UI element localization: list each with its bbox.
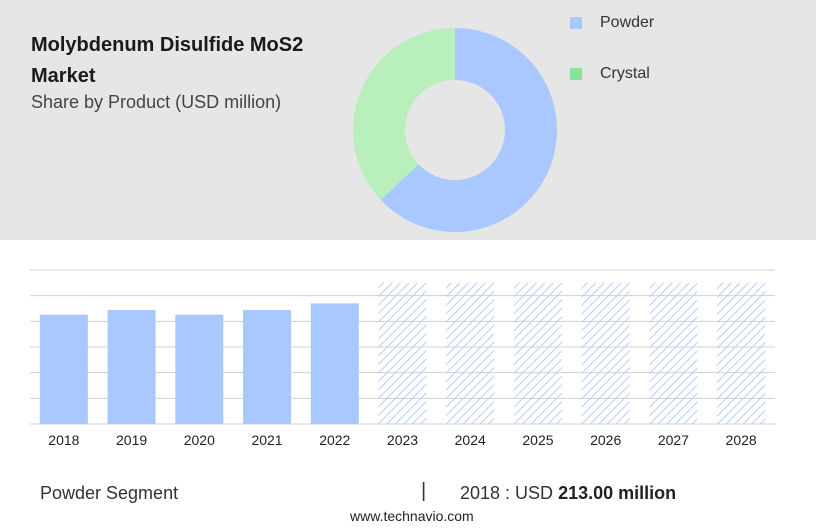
donut-slice-powder (380, 28, 557, 232)
forecast-bar-2026 (581, 282, 630, 424)
footer-divider: | (421, 480, 427, 502)
x-tick-label-2026: 2026 (590, 432, 621, 448)
bar-2021 (243, 310, 292, 424)
bar-2022 (310, 303, 359, 424)
legend-label-crystal: Crystal (600, 65, 650, 82)
source-link[interactable]: www.technavio.com (350, 508, 474, 524)
segment-name: Powder Segment (40, 483, 179, 503)
donut-slice-crystal (353, 28, 455, 200)
x-tick-label-2020: 2020 (184, 432, 215, 448)
forecast-bar-2025 (513, 282, 562, 424)
x-tick-label-2028: 2028 (726, 432, 757, 448)
legend-label-powder: Powder (600, 14, 655, 31)
bar-2020 (175, 314, 224, 424)
x-tick-label-2025: 2025 (522, 432, 553, 448)
legend-item-crystal: Crystal (570, 65, 650, 83)
forecast-bar-2027 (649, 282, 698, 424)
forecast-bar-2024 (446, 282, 495, 424)
x-tick-label-2024: 2024 (455, 432, 486, 448)
segment-value-prefix: 2018 : USD (460, 483, 554, 503)
legend-swatch-crystal (570, 68, 582, 80)
product-share-donut (353, 28, 557, 232)
x-tick-label-2027: 2027 (658, 432, 689, 448)
x-tick-label-2019: 2019 (116, 432, 147, 448)
x-tick-label-2018: 2018 (48, 432, 79, 448)
forecast-bar-2028 (717, 282, 766, 424)
x-tick-label-2023: 2023 (387, 432, 418, 448)
chart-title: Molybdenum Disulfide MoS2 Market (31, 34, 304, 87)
segment-value-amount: 213.00 million (558, 483, 677, 503)
legend-swatch-powder (570, 17, 582, 29)
powder-segment-bar-chart: 2018 2019 2020 2021 2022 2023 2024 2025 2026 2027… (30, 269, 775, 448)
forecast-bar-2023 (378, 282, 427, 424)
segment-value: 2018 : USD 213.00 million (460, 483, 676, 504)
legend-item-powder: Powder (570, 14, 654, 32)
bar-2018 (39, 314, 88, 424)
x-tick-label-2021: 2021 (251, 432, 282, 448)
x-tick-label-2022: 2022 (319, 432, 350, 448)
bar-2019 (107, 310, 156, 424)
chart-subtitle: Share by Product (USD million) (31, 92, 282, 112)
